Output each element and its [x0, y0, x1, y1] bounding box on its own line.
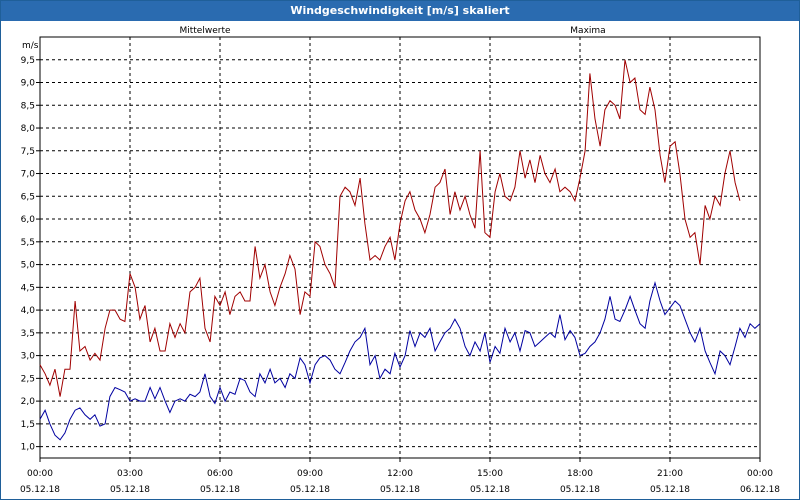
x-tick-date: 05.12.18: [380, 485, 420, 495]
x-tick-time: 15:00: [477, 469, 503, 479]
x-tick-date: 05.12.18: [200, 485, 240, 495]
y-tick-label: 9,0: [21, 79, 36, 89]
x-tick-date: 05.12.18: [470, 485, 510, 495]
x-tick-date: 06.12.18: [740, 485, 780, 495]
y-tick-label: 9,5: [21, 56, 35, 66]
y-tick-label: 2,0: [21, 397, 36, 407]
y-tick-label: 4,5: [21, 283, 35, 293]
x-tick-time: 06:00: [207, 469, 233, 479]
y-tick-label: 5,5: [21, 238, 35, 248]
y-tick-label: 6,5: [21, 192, 35, 202]
y-tick-label: 5,0: [21, 261, 36, 271]
x-tick-time: 03:00: [117, 469, 143, 479]
y-tick-label: 6,0: [21, 215, 36, 225]
y-tick-label: 3,5: [21, 329, 35, 339]
x-tick-date: 05.12.18: [20, 485, 60, 495]
x-axis: 00:00 05.12.18 03:00 05.12.18 06:00 05.12.18 0…: [20, 458, 780, 495]
x-tick-time: 18:00: [567, 469, 593, 479]
x-tick-time: 21:00: [657, 469, 683, 479]
y-tick-label: 2,5: [21, 374, 35, 384]
y-tick-label: 3,0: [21, 352, 36, 362]
y-tick-label: 1,5: [21, 420, 35, 430]
y-axis: 1,0 1,5 2,0 2,5 3,0 3,5 4,0 4,5 5,0 5,5 6,0 6,5 7,0 7…: [21, 56, 40, 453]
y-tick-label: 4,0: [21, 306, 36, 316]
window-title: Windgeschwindigkeit [m/s] skaliert: [1, 1, 799, 21]
y-tick-label: 7,5: [21, 147, 35, 157]
series-line-maxima: [39, 59, 741, 397]
series-line-mittelwerte: [39, 280, 761, 441]
x-tick-date: 05.12.18: [650, 485, 690, 495]
y-axis-label: m/s: [22, 41, 39, 51]
x-tick-date: 05.12.18: [560, 485, 600, 495]
legend-maxima: Maxima: [570, 26, 605, 36]
y-tick-label: 1,0: [21, 443, 36, 453]
x-tick-time: 09:00: [297, 469, 323, 479]
x-tick-date: 05.12.18: [290, 485, 330, 495]
x-tick-date: 05.12.18: [110, 485, 150, 495]
y-tick-label: 8,5: [21, 101, 35, 111]
x-tick-time: 00:00: [747, 469, 773, 479]
chart-grid: [40, 37, 760, 458]
y-tick-label: 8,0: [21, 124, 36, 134]
x-tick-time: 12:00: [387, 469, 413, 479]
legend-mittelwerte: Mittelwerte: [179, 26, 230, 36]
chart-series: [39, 59, 761, 441]
y-tick-label: 7,0: [21, 170, 36, 180]
x-tick-time: 00:00: [27, 469, 53, 479]
